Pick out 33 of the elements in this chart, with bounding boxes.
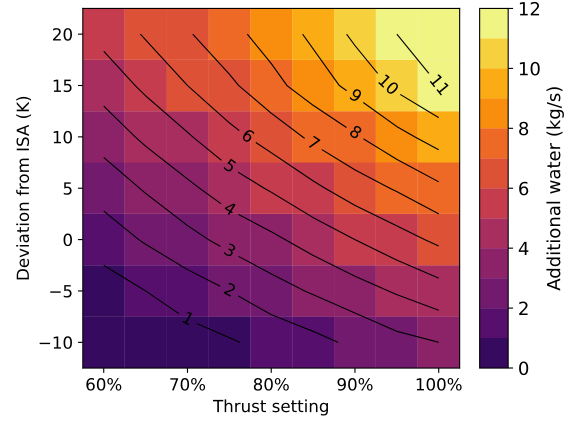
color-bar-title: Additional water (kg/s) [546, 87, 564, 291]
annotation: 6 [241, 128, 256, 144]
annotation: 10 [378, 74, 400, 96]
annotation: 11 [430, 74, 450, 96]
annotation: 3 [223, 242, 237, 258]
color-bar-label: 10 [520, 62, 540, 76]
y-tick-label: −5 [50, 285, 72, 298]
y-tick-label: 5 [64, 182, 72, 195]
color-bar-label: 0 [519, 361, 528, 376]
annotation: 5 [223, 158, 237, 174]
color-bar-label: 6 [519, 182, 528, 196]
y-tick-label: 20 [53, 28, 72, 41]
annotation: 2 [224, 282, 236, 297]
x-tick-label: 60% [86, 378, 122, 391]
color-bar-label: 2 [519, 302, 528, 315]
x-tick-label: 100% [416, 378, 462, 391]
annotation: 4 [223, 200, 238, 216]
y-tick-label: 0 [64, 234, 72, 246]
x-axis-title: Thrust setting [212, 399, 328, 416]
x-tick-label: 90% [338, 378, 373, 391]
x-tick-label: 70% [170, 378, 206, 391]
y-tick-label: −10 [40, 336, 72, 349]
y-tick-label: 10 [54, 130, 72, 144]
y-tick-label: 15 [54, 80, 72, 92]
annotation: 9 [348, 88, 363, 103]
annotation: 1 [182, 311, 194, 326]
color-bar-label: 4 [518, 242, 528, 256]
color-bar-label: 12 [520, 2, 540, 16]
annotation: 8 [348, 124, 363, 140]
x-tick-label: 80% [254, 378, 289, 391]
annotation: 7 [307, 136, 320, 150]
y-axis-title: Deviation from ISA (K) [16, 96, 32, 280]
color-bar-label: 8 [519, 122, 528, 136]
